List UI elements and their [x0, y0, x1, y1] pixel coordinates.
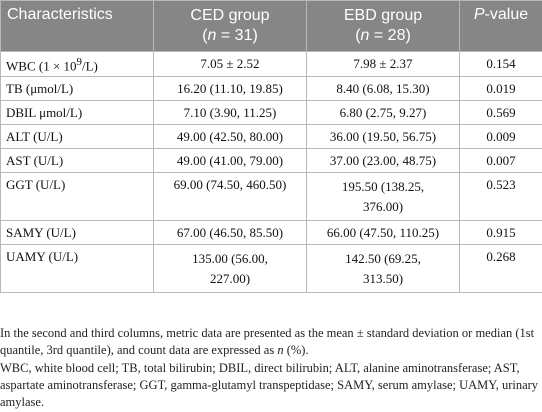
ebd-group-n-symbol: n [360, 27, 370, 44]
ebd-value-line2: 376.00) [362, 198, 404, 214]
p-value-suffix: -value [484, 6, 529, 23]
ebd-value-line1: 195.50 (138.25, [341, 178, 425, 194]
p-value: 0.523 [459, 172, 542, 222]
ced-value: 7.05 ± 2.52 [153, 50, 307, 78]
ced-value: 135.00 (56.00, 227.00) [153, 244, 307, 294]
p-value: 0.915 [459, 220, 542, 246]
p-value: 0.154 [459, 50, 542, 78]
table-row-dbil: DBIL μmol/L) 7.10 (3.90, 11.25) 6.80 (2.… [0, 100, 542, 126]
ced-value: 49.00 (41.00, 79.00) [153, 148, 307, 174]
p-value: 0.569 [459, 100, 542, 126]
row-label: WBC (1 × 109/L) [0, 50, 154, 78]
ebd-group-count: = 28) [369, 27, 411, 44]
wbc-label-prefix: WBC (1 × 10 [6, 58, 77, 74]
ced-value-line2: 227.00) [209, 270, 251, 286]
table-row-wbc: WBC (1 × 109/L) 7.05 ± 2.52 7.98 ± 2.37 … [0, 50, 542, 78]
table-row-ast: AST (U/L) 49.00 (41.00, 79.00) 37.00 (23… [0, 148, 542, 174]
ebd-value: 36.00 (19.50, 56.75) [306, 124, 460, 150]
ebd-value-line1: 142.50 (69.25, [345, 250, 421, 266]
table-row-alt: ALT (U/L) 49.00 (42.50, 80.00) 36.00 (19… [0, 124, 542, 150]
table-row-ggt: GGT (U/L) 69.00 (74.50, 460.50) 195.50 (… [0, 172, 542, 222]
p-value-symbol: P [473, 6, 485, 23]
footnote-methods-text: In the second and third columns, metric … [0, 326, 535, 357]
header-ced-group: CED group (n = 31) [153, 0, 307, 52]
ebd-value: 142.50 (69.25, 313.50) [306, 244, 460, 294]
ced-value: 16.20 (11.10, 19.85) [153, 76, 307, 102]
ebd-value: 37.00 (23.00, 48.75) [306, 148, 460, 174]
ebd-value: 7.98 ± 2.37 [306, 50, 460, 78]
p-value: 0.009 [459, 124, 542, 150]
footnote-abbreviations: WBC, white blood cell; TB, total bilirub… [0, 361, 539, 409]
ced-value: 69.00 (74.50, 460.50) [153, 172, 307, 222]
footnote-methods: In the second and third columns, metric … [0, 325, 542, 359]
ced-value-line1: 135.00 (56.00, [192, 250, 268, 266]
header-characteristics: Characteristics [0, 0, 154, 52]
row-label: AST (U/L) [0, 148, 154, 174]
ebd-value: 195.50 (138.25, 376.00) [306, 172, 460, 222]
table-row-uamy: UAMY (U/L) 135.00 (56.00, 227.00) 142.50 … [0, 244, 542, 294]
ced-group-title: CED group [190, 7, 270, 24]
header-row: Characteristics CED group (n = 31) EBD g… [0, 0, 542, 52]
row-label: UAMY (U/L) [0, 244, 154, 294]
row-label: ALT (U/L) [0, 124, 154, 150]
row-label: SAMY (U/L) [0, 220, 154, 246]
wbc-label-superscript: 9 [76, 56, 82, 68]
ced-value: 49.00 (42.50, 80.00) [153, 124, 307, 150]
header-p-value: P-value [459, 0, 542, 52]
table-body: WBC (1 × 109/L) 7.05 ± 2.52 7.98 ± 2.37 … [0, 50, 542, 294]
ebd-value: 6.80 (2.75, 9.27) [306, 100, 460, 126]
row-label: TB (μmol/L) [0, 76, 154, 102]
table-header: Characteristics CED group (n = 31) EBD g… [0, 0, 542, 52]
footnote-methods-end: (%). [283, 343, 309, 357]
data-table: Characteristics CED group (n = 31) EBD g… [0, 0, 542, 294]
table-row-tb: TB (μmol/L) 16.20 (11.10, 19.85) 8.40 (6… [0, 76, 542, 102]
wbc-label-suffix: /L) [81, 58, 98, 74]
ced-group-count: = 31) [216, 27, 258, 44]
ebd-group-title: EBD group [343, 7, 423, 24]
ebd-value: 66.00 (47.50, 110.25) [306, 220, 460, 246]
row-label: GGT (U/L) [0, 172, 154, 222]
row-label: DBIL μmol/L) [0, 100, 154, 126]
table-footnote: In the second and third columns, metric … [0, 325, 542, 411]
p-value: 0.019 [459, 76, 542, 102]
p-value: 0.007 [459, 148, 542, 174]
ebd-value-line2: 313.50) [362, 270, 404, 286]
ced-value: 7.10 (3.90, 11.25) [153, 100, 307, 126]
ced-group-n-symbol: n [207, 27, 217, 44]
header-ebd-group: EBD group (n = 28) [306, 0, 460, 52]
p-value: 0.268 [459, 244, 542, 294]
footnote-n-symbol: n [277, 343, 284, 357]
ced-group-open-paren: ( [202, 27, 208, 44]
table-row-samy: SAMY (U/L) 67.00 (46.50, 85.50) 66.00 (4… [0, 220, 542, 246]
ebd-group-open-paren: ( [355, 27, 361, 44]
ced-value: 67.00 (46.50, 85.50) [153, 220, 307, 246]
ebd-value: 8.40 (6.08, 15.30) [306, 76, 460, 102]
